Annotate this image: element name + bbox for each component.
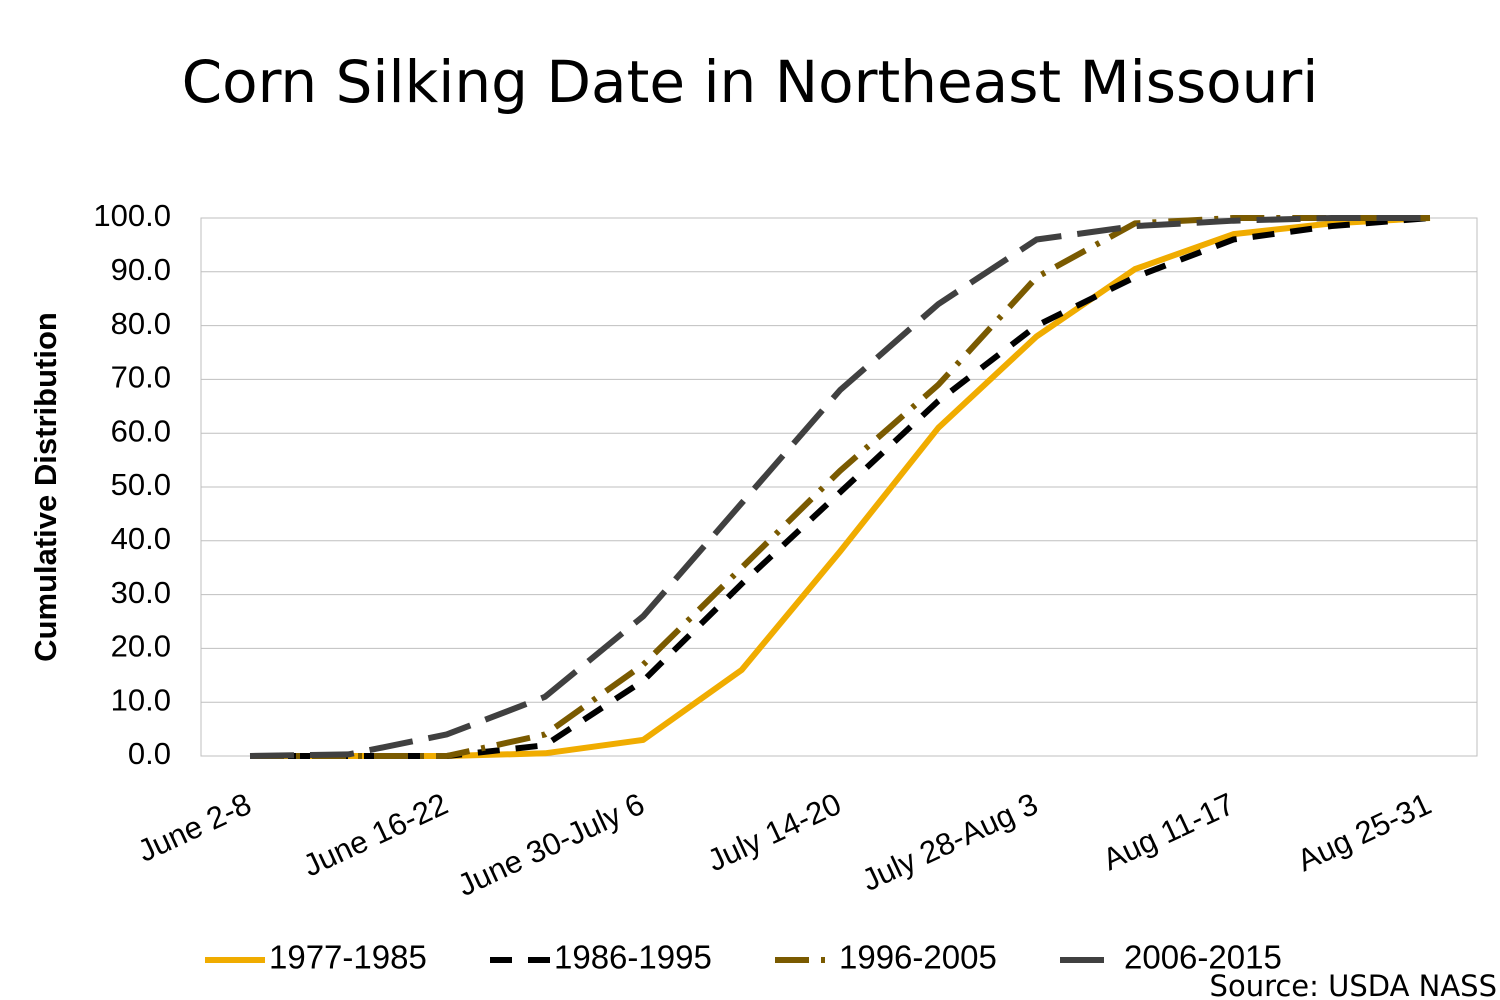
y-tick-label: 40.0 [111,521,171,556]
y-tick-label: 60.0 [111,413,171,448]
y-tick-label: 50.0 [111,467,171,502]
y-tick-label: 30.0 [111,575,171,610]
legend-label: 1986-1995 [554,939,712,976]
source: Source: USDA NASS [1210,969,1497,1000]
y-tick-label: 80.0 [111,306,171,341]
y-tick-label: 70.0 [111,360,171,395]
y-tick-label: 0.0 [128,736,171,771]
y-tick-label: 20.0 [111,629,171,664]
y-tick-label: 10.0 [111,682,171,717]
legend-label: 2006-2015 [1124,939,1282,976]
legend-label: 1996-2005 [839,939,997,976]
series-line [249,215,1430,759]
y-axis-label: Cumulative Distribution [28,312,63,662]
legend-label: 1977-1985 [269,939,427,976]
y-tick-label: 90.0 [111,252,171,287]
chart-title: Corn Silking Date in Northeast Missouri [182,48,1319,116]
y-tick-label: 100.0 [93,198,171,233]
